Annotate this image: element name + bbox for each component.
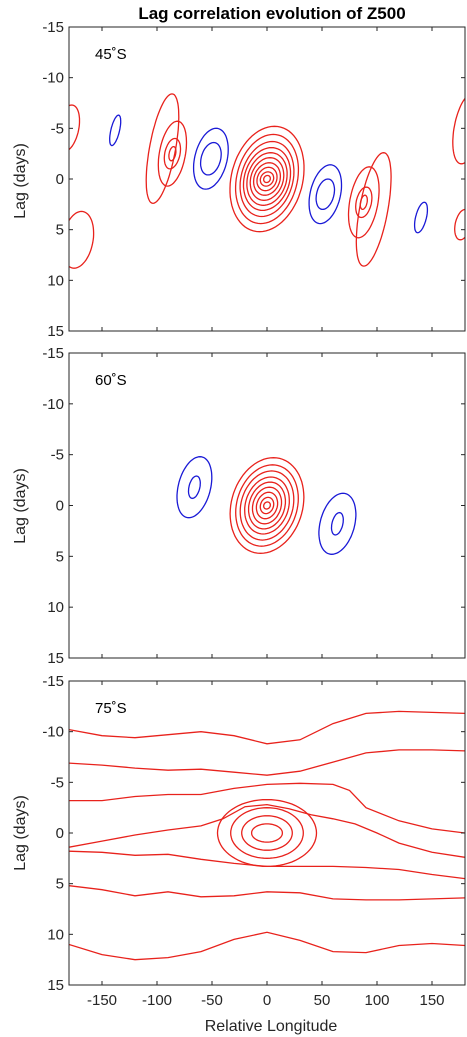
y-tick-label: 15 (47, 323, 64, 340)
positive-contour (246, 152, 288, 206)
negative-contour (109, 114, 122, 147)
positive-contour (229, 457, 305, 554)
panel-latitude-label: 60˚S (95, 372, 127, 389)
x-tick-label: 50 (314, 992, 331, 1009)
negative-contour (308, 164, 343, 225)
positive-contour (247, 481, 287, 530)
negative-contour (315, 178, 336, 211)
positive-contour (263, 174, 271, 184)
positive-contour (244, 476, 290, 535)
axes-frame (68, 26, 466, 332)
y-tick-label: -15 (42, 19, 64, 36)
y-axis-label-panel-2: Lag (days) (12, 468, 29, 544)
positive-contour (239, 140, 295, 218)
x-tick-label: -100 (142, 992, 172, 1009)
contour-line (69, 782, 465, 834)
positive-contour (263, 501, 271, 510)
y-tick-label: 0 (56, 825, 64, 842)
y-tick-label: -10 (42, 724, 64, 741)
y-tick-label: 5 (56, 222, 64, 239)
y-tick-label: -5 (51, 447, 64, 464)
y-tick-label: 10 (47, 272, 64, 289)
x-tick-label: -150 (87, 992, 117, 1009)
x-tick-label: 100 (364, 992, 389, 1009)
panel-1: -15 -10 -5 0 5 10 15 45˚S (42, 19, 466, 340)
negative-contour (192, 127, 229, 190)
positive-contour (229, 125, 305, 233)
negative-contour (330, 511, 344, 536)
y-tick-label: -5 (51, 774, 64, 791)
positive-contour (157, 120, 188, 187)
positive-contour (69, 104, 81, 151)
y-axis-label-panel-1: Lag (days) (12, 143, 29, 219)
negative-contour (413, 201, 429, 234)
contour-line (69, 710, 465, 745)
negative-contour (199, 141, 222, 176)
y-tick-label: -15 (42, 673, 64, 690)
positive-contour (452, 97, 465, 165)
positive-contour (239, 470, 295, 541)
y-tick-label: 15 (47, 977, 64, 994)
positive-contour (249, 157, 285, 201)
contour-line (69, 749, 465, 776)
positive-contour (259, 171, 275, 187)
positive-contour (69, 210, 95, 269)
positive-contour (235, 464, 299, 547)
negative-contour (318, 492, 357, 555)
positive-contour (252, 162, 282, 196)
y-tick-label: -10 (42, 70, 64, 87)
positive-contour (355, 186, 373, 219)
positive-contour (241, 815, 293, 851)
contour-line (69, 931, 465, 961)
panel-2: -15 -10 -5 0 5 10 15 60˚S (42, 345, 466, 667)
negative-contour (187, 475, 201, 500)
positive-contour (251, 486, 283, 525)
contour-line (69, 850, 465, 880)
negative-contour (176, 456, 213, 519)
panel-latitude-label: 75˚S (95, 700, 127, 717)
positive-contour (259, 496, 275, 515)
y-tick-label: 5 (56, 876, 64, 893)
panel-latitude-label: 45˚S (95, 46, 127, 63)
y-tick-label: 10 (47, 599, 64, 616)
x-tick-label: 0 (263, 992, 271, 1009)
contour-line (69, 885, 465, 901)
positive-contour (255, 491, 279, 520)
y-tick-label: 0 (56, 171, 64, 188)
y-tick-label: -5 (51, 120, 64, 137)
x-axis-label: Relative Longitude (205, 1018, 338, 1035)
positive-contour (230, 807, 304, 859)
y-tick-label: 0 (56, 498, 64, 515)
chart-title: Lag correlation evolution of Z500 (138, 4, 405, 23)
y-tick-label: 10 (47, 926, 64, 943)
y-tick-label: -15 (42, 345, 64, 362)
y-tick-label: 5 (56, 548, 64, 565)
positive-contour (355, 152, 392, 267)
positive-contour (347, 166, 380, 239)
contour-line (69, 803, 465, 858)
y-tick-label: 15 (47, 650, 64, 667)
axes-frame (68, 352, 466, 659)
y-tick-label: -10 (42, 396, 64, 413)
positive-contour (250, 823, 284, 843)
x-tick-label: -50 (201, 992, 223, 1009)
positive-contour (234, 133, 300, 225)
contour-group (69, 93, 465, 269)
contour-group (176, 456, 357, 555)
positive-contour (145, 93, 180, 204)
axes-frame (68, 680, 466, 986)
positive-contour (163, 137, 182, 170)
contour-group (69, 710, 465, 961)
positive-contour (256, 166, 278, 192)
x-tick-label: 150 (419, 992, 444, 1009)
positive-contour (242, 146, 292, 212)
y-axis-label-panel-3: Lag (days) (12, 795, 29, 871)
positive-contour (216, 798, 318, 868)
